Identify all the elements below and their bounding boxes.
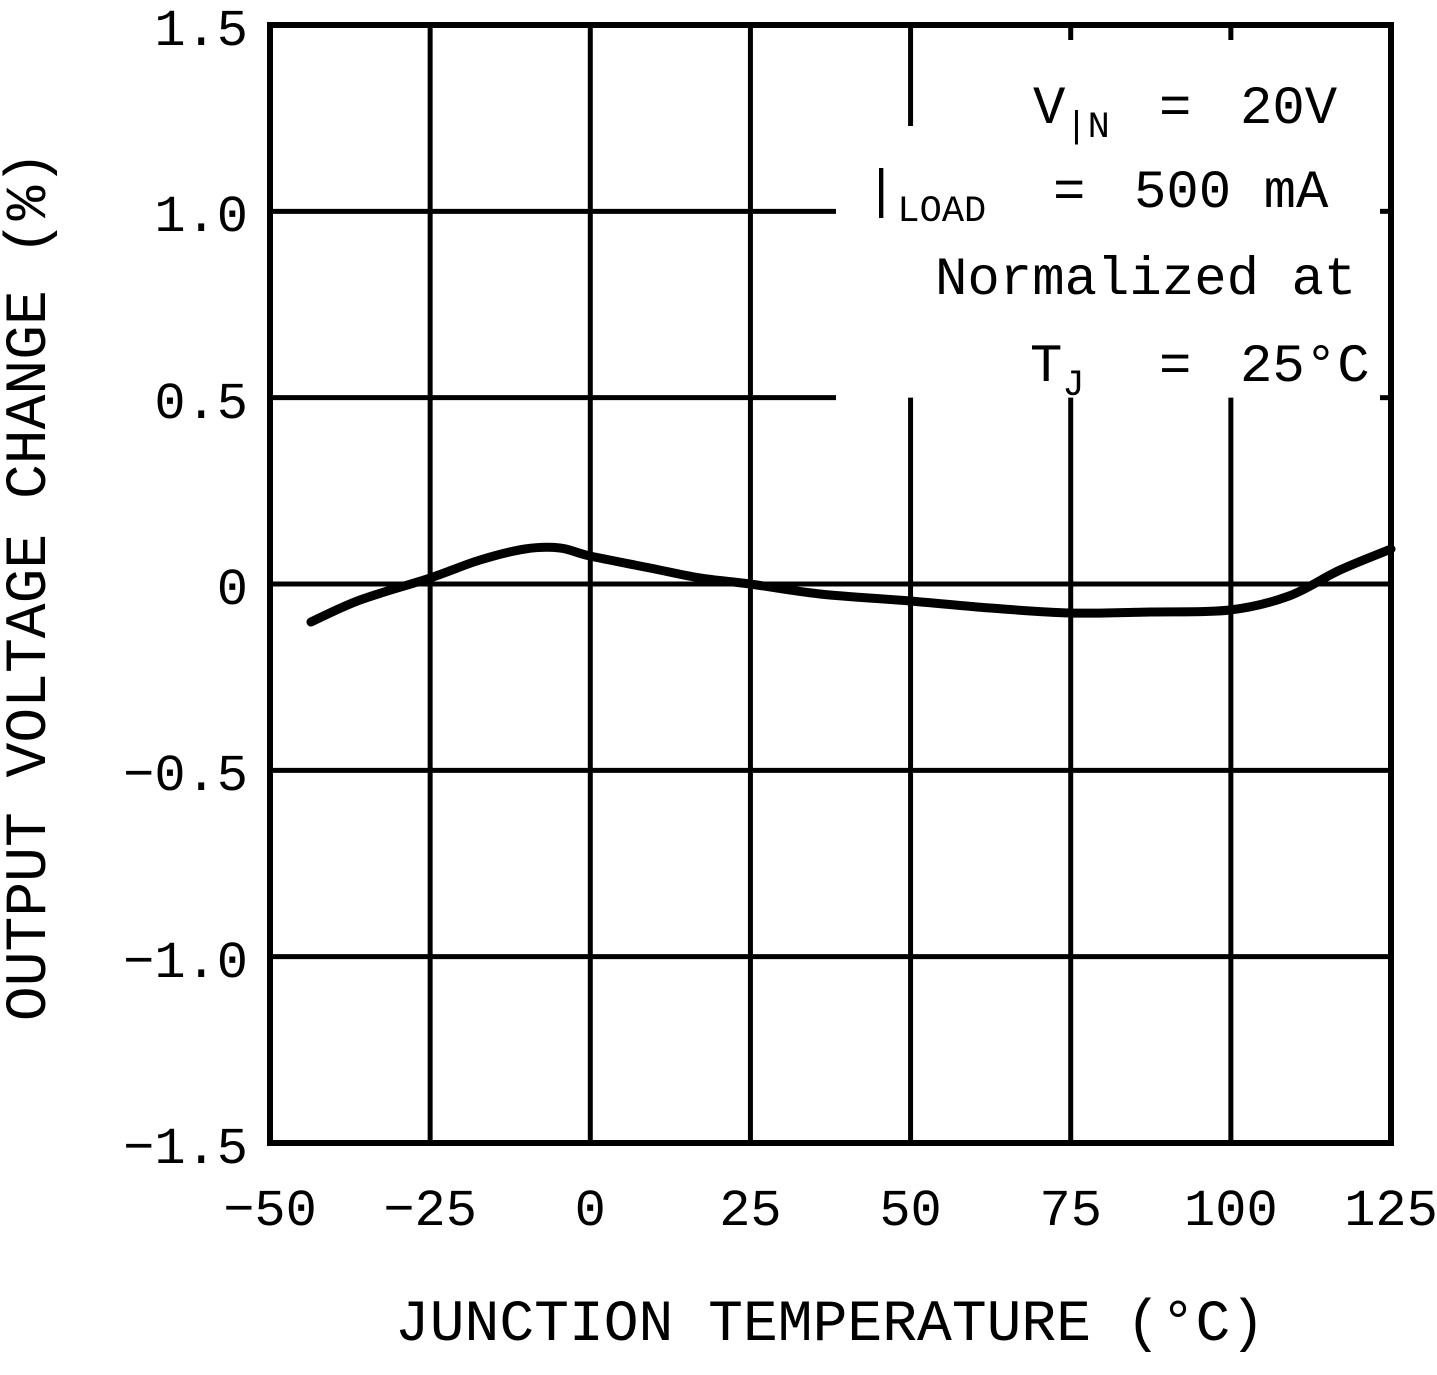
svg-text:−25: −25 [383,1182,477,1241]
svg-text:50: 50 [879,1182,941,1241]
svg-text:25: 25 [719,1182,781,1241]
svg-text:−1.5: −1.5 [123,1120,248,1179]
svg-text:0.5: 0.5 [154,375,248,434]
svg-text:500 mA: 500 mA [1134,163,1329,224]
svg-text:20V: 20V [1240,79,1338,140]
svg-text:−1.0: −1.0 [123,934,248,993]
svg-text:=: = [1053,163,1085,224]
svg-text:100: 100 [1184,1182,1278,1241]
svg-text:OUTPUT VOLTAGE CHANGE (%): OUTPUT VOLTAGE CHANGE (%) [0,151,63,1021]
svg-text:1.0: 1.0 [154,188,248,247]
svg-text:Normalized at: Normalized at [935,250,1356,311]
svg-text:|LOAD: |LOAD [865,163,986,233]
svg-text:TJ: TJ [1030,337,1085,407]
svg-text:=: = [1159,79,1191,140]
svg-text:V|N: V|N [1033,79,1110,149]
svg-text:125: 125 [1344,1182,1437,1241]
svg-text:75: 75 [1039,1182,1101,1241]
svg-text:JUNCTION TEMPERATURE (°C): JUNCTION TEMPERATURE (°C) [395,1293,1265,1358]
svg-text:0: 0 [575,1182,606,1241]
svg-text:1.5: 1.5 [154,2,248,61]
svg-text:−50: −50 [223,1182,317,1241]
svg-text:−0.5: −0.5 [123,747,248,806]
svg-text:=: = [1159,337,1191,398]
svg-text:25°C: 25°C [1240,337,1370,398]
svg-text:0: 0 [217,561,248,620]
